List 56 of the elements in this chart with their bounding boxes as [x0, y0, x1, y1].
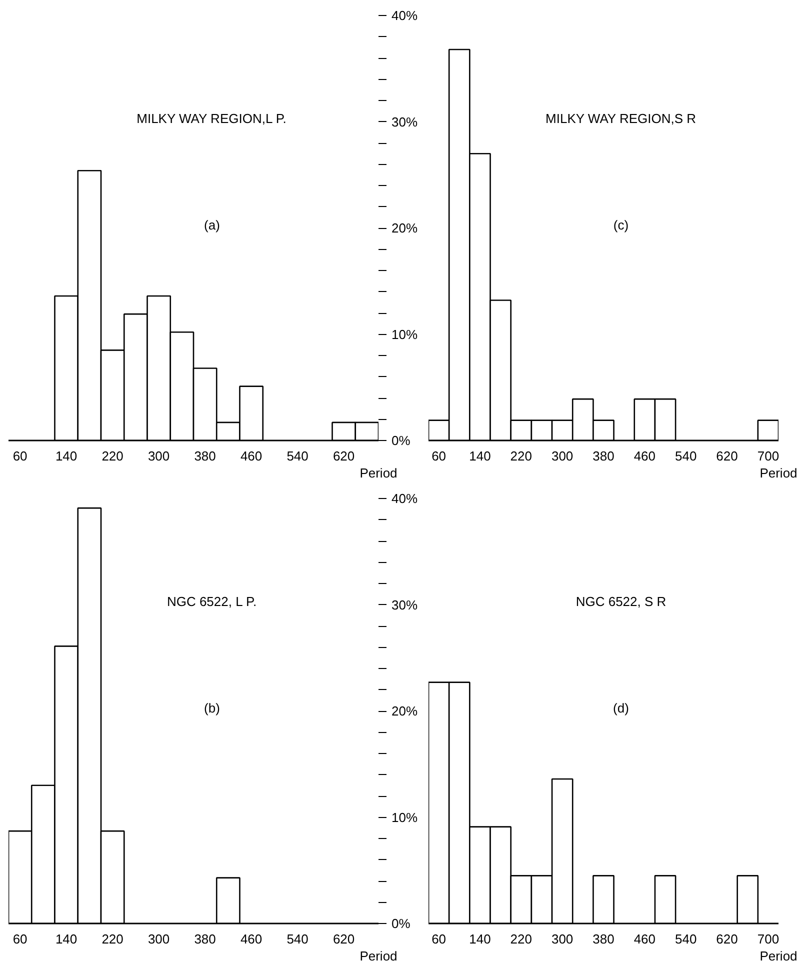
x-tick-label: 300 — [148, 932, 170, 946]
x-tick-label: 300 — [551, 932, 574, 946]
x-tick-label: 380 — [592, 932, 614, 946]
y-tick-label: 10% — [392, 326, 418, 342]
x-axis-title: Period — [760, 466, 798, 480]
x-tick-label: 380 — [194, 932, 216, 946]
x-tick-label: 540 — [286, 448, 308, 464]
x-axis-title: Period — [760, 948, 798, 964]
x-tick-label: 620 — [716, 448, 738, 464]
x-tick-label: 380 — [194, 448, 216, 464]
x-tick-label: 220 — [102, 932, 124, 946]
x-tick-label: 540 — [675, 448, 697, 464]
text: NGC 6522, L P. — [166, 594, 257, 609]
y-tick-label: 40% — [392, 491, 418, 506]
y-tick-label: 10% — [392, 810, 418, 825]
text: MILKY WAY REGION,S R — [546, 111, 696, 126]
x-tick-label: 140 — [469, 932, 491, 946]
y-tick-label: 40% — [392, 8, 418, 23]
x-tick-label: 220 — [510, 448, 532, 464]
x-tick-label: 620 — [332, 932, 355, 946]
text: MILKY WAY REGION,L P. — [136, 111, 286, 126]
x-axis-title: Period — [360, 466, 398, 480]
x-tick-label: 60 — [432, 448, 446, 464]
text: NGC 6522, S R — [576, 594, 666, 609]
x-tick-label: 460 — [240, 448, 262, 464]
x-tick-label: 220 — [102, 448, 124, 464]
x-tick-label: 700 — [757, 932, 780, 946]
y-tick-label: 30% — [392, 597, 418, 612]
x-tick-label: 60 — [12, 932, 28, 946]
y-tick-label: 0% — [392, 916, 411, 931]
x-tick-label: 620 — [716, 932, 738, 946]
x-tick-label: 140 — [55, 448, 78, 464]
annotation: (d) — [613, 700, 629, 716]
y-tick-label: 30% — [392, 114, 418, 130]
annotation: (b) — [204, 700, 220, 716]
annotation: (a) — [204, 217, 220, 232]
y-tick-label: 20% — [392, 704, 418, 718]
x-tick-label: 140 — [469, 448, 491, 464]
x-tick-label: 700 — [757, 448, 780, 464]
annotation: (c) — [613, 217, 629, 232]
x-tick-label: 620 — [332, 448, 355, 464]
x-tick-label: 540 — [286, 932, 308, 946]
x-tick-label: 460 — [634, 932, 656, 946]
x-axis-title: Period — [360, 948, 398, 964]
y-tick-label: 20% — [392, 220, 418, 236]
x-tick-label: 60 — [432, 932, 446, 946]
x-tick-label: 460 — [634, 448, 656, 464]
x-tick-label: 300 — [551, 448, 574, 464]
x-tick-label: 60 — [12, 448, 28, 464]
x-tick-label: 300 — [148, 448, 170, 464]
x-tick-label: 380 — [592, 448, 614, 464]
x-tick-label: 140 — [55, 932, 78, 946]
x-tick-label: 460 — [240, 932, 262, 946]
x-tick-label: 220 — [510, 932, 532, 946]
y-tick-label: 0% — [392, 433, 411, 448]
x-tick-label: 540 — [675, 932, 697, 946]
